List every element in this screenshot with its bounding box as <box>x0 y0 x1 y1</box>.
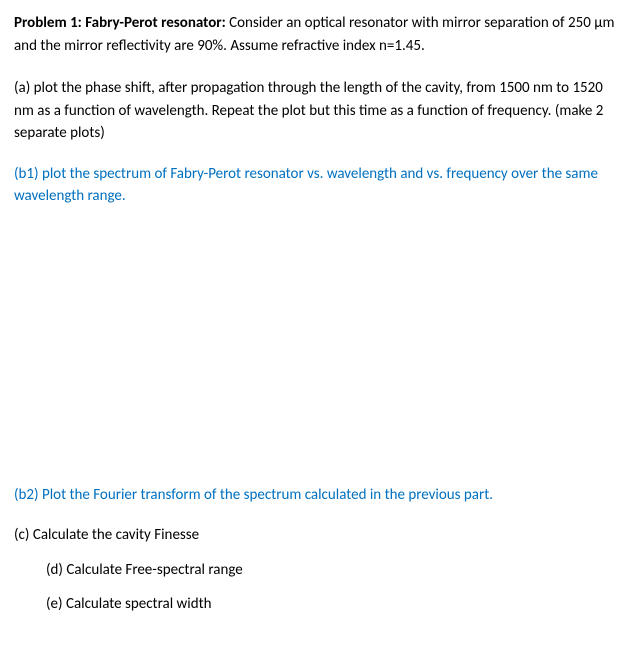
part-b2-text: (b2) Plot the Fourier transform of the s… <box>14 486 493 504</box>
part-b1: (b1) plot the spectrum of Fabry-Perot re… <box>14 163 624 208</box>
part-a: (a) plot the phase shift, after propagat… <box>14 77 624 145</box>
blank-space <box>14 226 624 484</box>
part-e-text: (e) Calculate spectral width <box>46 595 211 613</box>
part-c-text: (c) Calculate the cavity Finesse <box>14 526 199 544</box>
part-a-text: (a) plot the phase shift, after propagat… <box>14 79 603 142</box>
problem-title: Problem 1: Fabry-Perot resonator: <box>14 14 226 32</box>
problem-intro-block: Problem 1: Fabry-Perot resonator: Consid… <box>14 12 624 57</box>
part-b1-text: (b1) plot the spectrum of Fabry-Perot re… <box>14 165 598 206</box>
part-d: (d) Calculate Free-spectral range <box>14 559 624 582</box>
part-b2: (b2) Plot the Fourier transform of the s… <box>14 484 624 507</box>
part-d-text: (d) Calculate Free-spectral range <box>46 561 243 579</box>
part-e: (e) Calculate spectral width <box>14 593 624 616</box>
part-c: (c) Calculate the cavity Finesse <box>14 524 624 547</box>
